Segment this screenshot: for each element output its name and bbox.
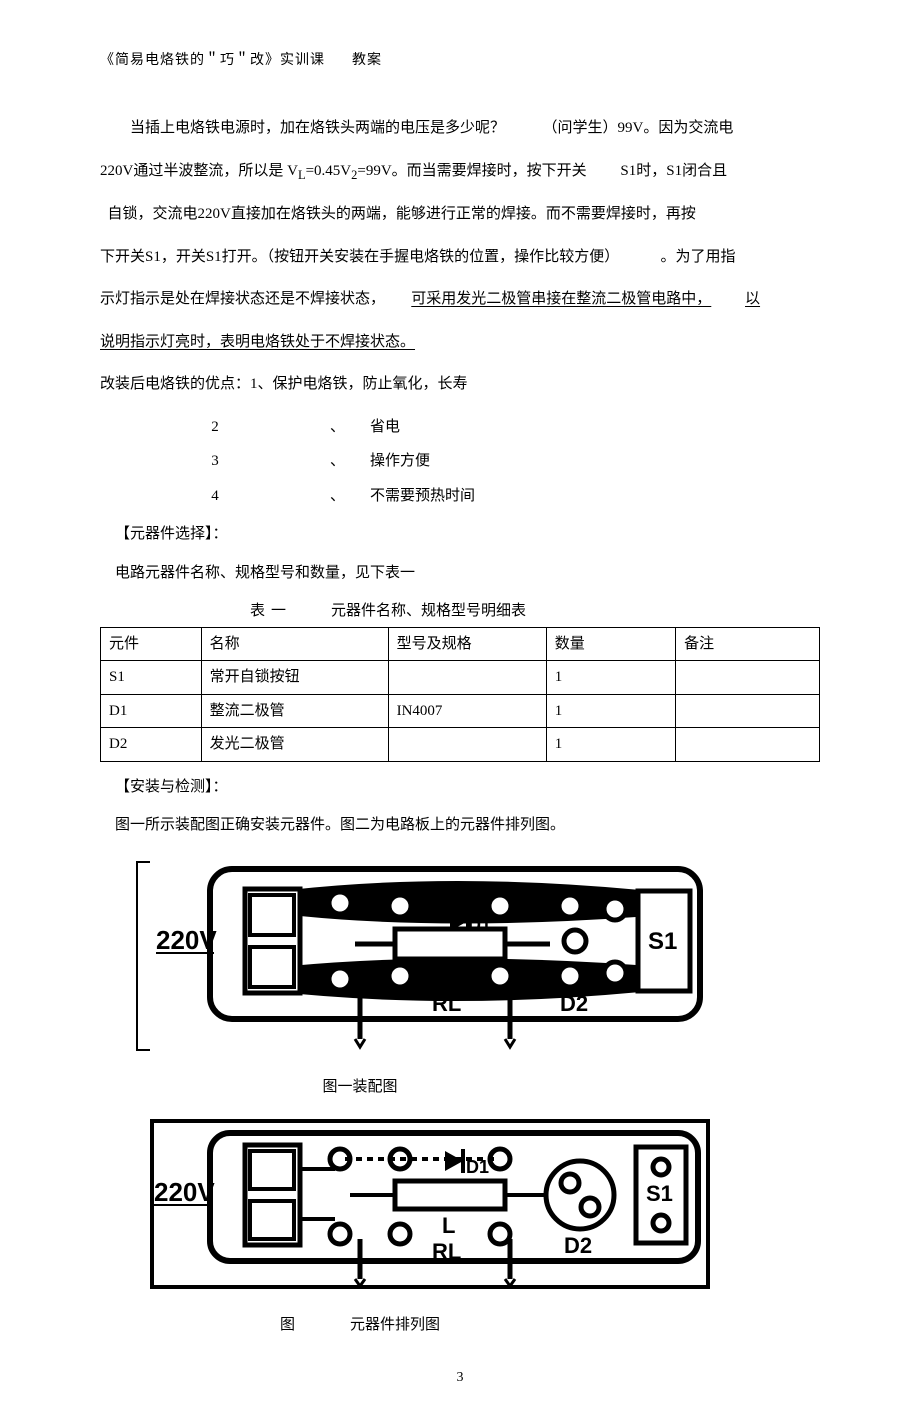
table-cell: 常开自锁按钮 bbox=[201, 661, 388, 695]
table-cell bbox=[388, 728, 546, 762]
text: 220V通过半波整流，所以是 bbox=[100, 163, 283, 179]
list-item: 4 、 不需要预热时间 bbox=[100, 479, 820, 514]
svg-text:L: L bbox=[442, 963, 455, 988]
bracket-icon bbox=[136, 861, 150, 1051]
components-table: 元件 名称 型号及规格 数量 备注 S1 常开自锁按钮 1 D1 整流二极管 I… bbox=[100, 627, 820, 762]
text: 元器件名称、规格型号明细表 bbox=[331, 603, 526, 619]
table-cell: IN4007 bbox=[388, 694, 546, 728]
svg-text:S1: S1 bbox=[646, 1181, 673, 1206]
underline-text: 说明指示灯亮时，表明电烙铁处于不焊接状态。 bbox=[100, 334, 415, 350]
text: 表一 bbox=[250, 603, 292, 619]
list-text: 不需要预热时间 bbox=[370, 479, 820, 514]
text: =0.45V bbox=[306, 163, 352, 179]
list-number: 3 bbox=[100, 444, 330, 479]
svg-text:220V: 220V bbox=[154, 1177, 215, 1207]
page-header: 《简易电烙铁的＂巧＂改》实训课 教案 bbox=[100, 50, 820, 71]
table-header: 元件 bbox=[101, 627, 202, 661]
table-cell: D1 bbox=[101, 694, 202, 728]
paragraph-4: 下开关S1，开关S1打开。（按钮开关安装在手握电烙铁的位置，操作比较方便） 。为… bbox=[100, 240, 820, 275]
table-row: D2 发光二极管 1 bbox=[101, 728, 820, 762]
table-cell: D2 bbox=[101, 728, 202, 762]
table-cell: 发光二极管 bbox=[201, 728, 388, 762]
svg-text:S1: S1 bbox=[648, 928, 677, 955]
text: 下开关S1，开关S1打开。（按钮开关安装在手握电烙铁的位置，操作比较方便） bbox=[100, 249, 619, 265]
text: （问学生）99V。因为交流电 bbox=[543, 120, 734, 136]
text: 自锁，交流电220V直接加在烙铁头的两端，能够进行正常的焊接。而不需要焊接时，再… bbox=[108, 206, 696, 222]
table-cell: 1 bbox=[546, 728, 675, 762]
install-desc: 图一所示装配图正确安装元器件。图二为电路板上的元器件排列图。 bbox=[100, 808, 820, 843]
figure-1-caption: 图一装配图 bbox=[240, 1076, 480, 1099]
table-cell: S1 bbox=[101, 661, 202, 695]
figure-1: 220V D1 L RL D2 S1 bbox=[150, 861, 820, 1059]
svg-text:RL: RL bbox=[432, 1239, 461, 1264]
circuit-board-2-icon: 220V D1 L RL D2 S1 bbox=[150, 1119, 710, 1289]
table-header: 型号及规格 bbox=[388, 627, 546, 661]
text: 当插上电烙铁电源时，加在烙铁头两端的电压是多少呢？ bbox=[130, 120, 505, 136]
list-item: 2 、 省电 bbox=[100, 410, 820, 445]
paragraph-3: 自锁，交流电220V直接加在烙铁头的两端，能够进行正常的焊接。而不需要焊接时，再… bbox=[100, 197, 820, 232]
table-row: D1 整流二极管 IN4007 1 bbox=[101, 694, 820, 728]
table-header-row: 元件 名称 型号及规格 数量 备注 bbox=[101, 627, 820, 661]
table-title: 表一 元器件名称、规格型号明细表 bbox=[250, 600, 820, 623]
list-number: 4 bbox=[100, 479, 330, 514]
paragraph-2: 220V通过半波整流，所以是 VL=0.45V2=99V。而当需要焊接时，按下开… bbox=[100, 154, 820, 190]
label-220v: 220V bbox=[156, 925, 217, 955]
header-suffix: 教案 bbox=[352, 53, 382, 68]
text: 图 bbox=[280, 1317, 303, 1333]
underline-text: 以 bbox=[745, 291, 760, 307]
text: 示灯指示是处在焊接状态还是不焊接状态， bbox=[100, 291, 385, 307]
paragraph-5: 示灯指示是处在焊接状态还是不焊接状态， 可采用发光二极管串接在整流二极管电路中，… bbox=[100, 282, 820, 317]
paragraph-6: 说明指示灯亮时，表明电烙铁处于不焊接状态。 bbox=[100, 325, 820, 360]
figure-2-caption: 图 元器件排列图 bbox=[200, 1314, 520, 1337]
advantages-list: 2 、 省电 3 、 操作方便 4 、 不需要预热时间 bbox=[100, 410, 820, 514]
figure-2: 220V D1 L RL D2 S1 bbox=[150, 1119, 820, 1297]
text: S1时，S1闭合且 bbox=[620, 163, 727, 179]
list-text: 省电 bbox=[370, 410, 820, 445]
table-cell: 1 bbox=[546, 694, 675, 728]
advantages-intro: 改装后电烙铁的优点：1、保护电烙铁，防止氧化，长寿 bbox=[100, 367, 820, 402]
header-title: 《简易电烙铁的＂巧＂改》实训课 bbox=[100, 53, 325, 68]
components-desc: 电路元器件名称、规格型号和数量，见下表一 bbox=[100, 556, 820, 591]
text: V bbox=[287, 163, 298, 179]
paragraph-1: 当插上电烙铁电源时，加在烙铁头两端的电压是多少呢？ （问学生）99V。因为交流电 bbox=[100, 111, 820, 146]
table-cell bbox=[388, 661, 546, 695]
circuit-board-1-icon: 220V D1 L RL D2 S1 bbox=[150, 861, 710, 1051]
underline-text: 可采用发光二极管串接在整流二极管电路中， bbox=[411, 291, 711, 307]
table-cell bbox=[676, 661, 820, 695]
table-cell bbox=[676, 728, 820, 762]
table-row: S1 常开自锁按钮 1 bbox=[101, 661, 820, 695]
text: 元器件排列图 bbox=[350, 1317, 440, 1333]
svg-text:D1: D1 bbox=[468, 915, 491, 935]
table-header: 数量 bbox=[546, 627, 675, 661]
table-cell: 1 bbox=[546, 661, 675, 695]
list-sep: 、 bbox=[330, 410, 370, 445]
table-cell bbox=[676, 694, 820, 728]
svg-text:D2: D2 bbox=[560, 991, 588, 1016]
page-number: 3 bbox=[100, 1367, 820, 1388]
table-cell: 整流二极管 bbox=[201, 694, 388, 728]
svg-text:D1: D1 bbox=[466, 1157, 489, 1177]
subscript: L bbox=[298, 168, 306, 182]
svg-text:D2: D2 bbox=[564, 1233, 592, 1258]
document-page: 《简易电烙铁的＂巧＂改》实训课 教案 当插上电烙铁电源时，加在烙铁头两端的电压是… bbox=[0, 0, 920, 1428]
svg-text:RL: RL bbox=[432, 991, 461, 1016]
text: =99V。而当需要焊接时，按下开关 bbox=[357, 163, 586, 179]
list-item: 3 、 操作方便 bbox=[100, 444, 820, 479]
table-header: 备注 bbox=[676, 627, 820, 661]
table-header: 名称 bbox=[201, 627, 388, 661]
svg-text:L: L bbox=[442, 1213, 455, 1238]
list-sep: 、 bbox=[330, 444, 370, 479]
section-install: 【安装与检测】： bbox=[115, 776, 820, 799]
text: 。为了用指 bbox=[660, 249, 735, 265]
text: 改装后电烙铁的优点：1、保护电烙铁，防止氧化，长寿 bbox=[100, 376, 468, 392]
list-sep: 、 bbox=[330, 479, 370, 514]
section-components: 【元器件选择】： bbox=[115, 523, 820, 546]
list-number: 2 bbox=[100, 410, 330, 445]
list-text: 操作方便 bbox=[370, 444, 820, 479]
